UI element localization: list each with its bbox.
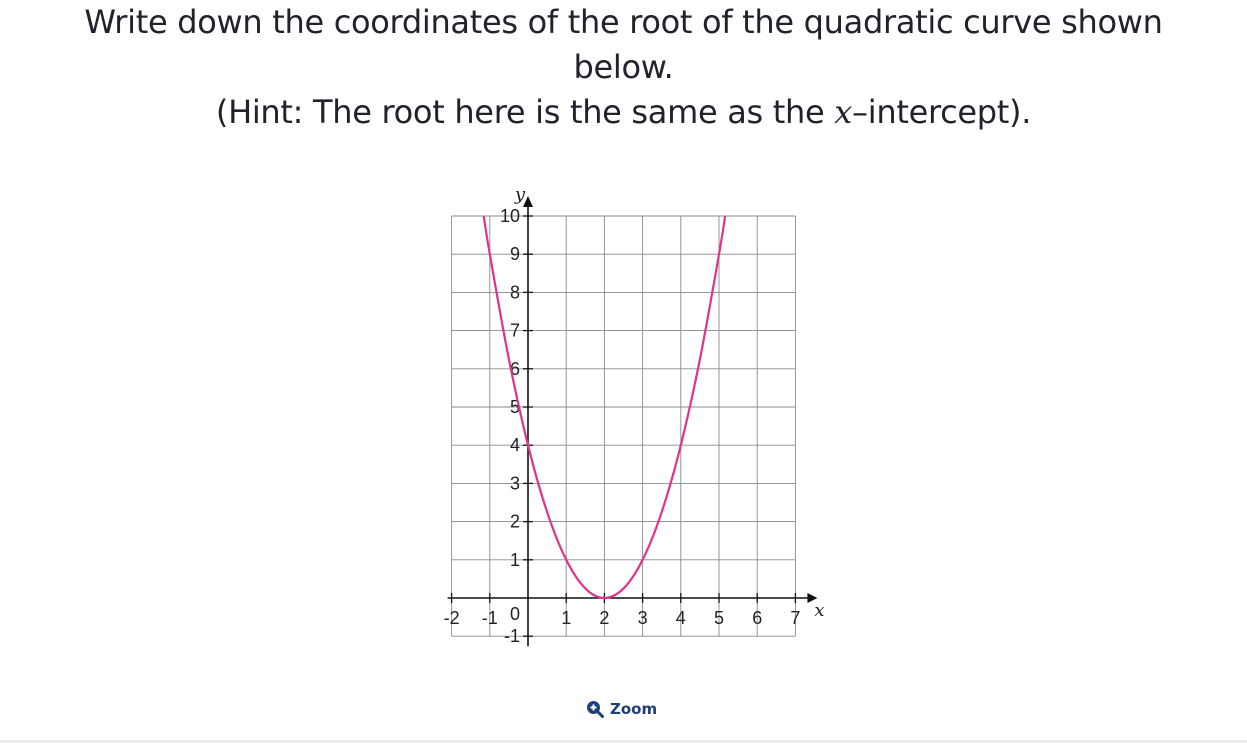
bottom-divider: [0, 740, 1247, 743]
zoom-button[interactable]: Zoom: [586, 700, 657, 718]
y-tick-label: -1: [504, 626, 520, 646]
x-tick-label: 3: [638, 608, 648, 628]
question-hint: (Hint: The root here is the same as the …: [0, 90, 1247, 135]
zoom-label: Zoom: [610, 700, 658, 718]
hint-text-start: (Hint: The root here is the same as the: [215, 93, 835, 131]
hint-variable: x: [834, 93, 853, 131]
x-axis-arrow: [807, 593, 818, 603]
grid-lines: [451, 215, 796, 637]
x-tick-label: -2: [444, 608, 460, 628]
x-tick-label: 4: [676, 608, 686, 628]
x-axis-label: x: [814, 600, 824, 621]
y-tick-label: 2: [510, 512, 520, 532]
quadratic-graph: -2 -1 1 2 3 4 5 6 7 -1 1 2 3 4 5 6 7 8 9 10 0 x y: [444, 184, 825, 647]
x-tick-label: 6: [752, 608, 762, 628]
zoom-in-icon: [587, 701, 604, 718]
y-tick-label: 9: [510, 244, 520, 264]
y-tick-label: 4: [510, 435, 520, 455]
x-tick-label: 5: [714, 608, 724, 628]
y-tick-label: 6: [510, 359, 520, 379]
axes: [447, 196, 818, 647]
question-line-1: Write down the coordinates of the root o…: [84, 3, 1163, 41]
tick-labels: -2 -1 1 2 3 4 5 6 7 -1 1 2 3 4 5 6 7 8 9 10 0 x y: [444, 184, 825, 646]
y-tick-label: 5: [510, 397, 520, 417]
question-line-2: below.: [573, 48, 674, 86]
y-tick-label: 10: [500, 206, 520, 226]
y-tick-label: 1: [510, 550, 520, 570]
y-tick-label: 7: [510, 321, 520, 341]
x-tick-label: 7: [790, 608, 800, 628]
ticks: [450, 215, 797, 637]
hint-text-end: –intercept).: [852, 93, 1032, 131]
y-axis-arrow: [523, 196, 533, 207]
x-tick-label: -1: [482, 608, 498, 628]
x-tick-label: 1: [561, 608, 571, 628]
question-text: Write down the coordinates of the root o…: [0, 0, 1247, 135]
x-tick-label: 2: [599, 608, 609, 628]
parabola-curve: [482, 215, 727, 600]
origin-label: 0: [510, 604, 520, 624]
y-tick-label: 3: [510, 473, 520, 493]
y-axis-label: y: [514, 184, 526, 205]
y-tick-label: 8: [510, 282, 520, 302]
